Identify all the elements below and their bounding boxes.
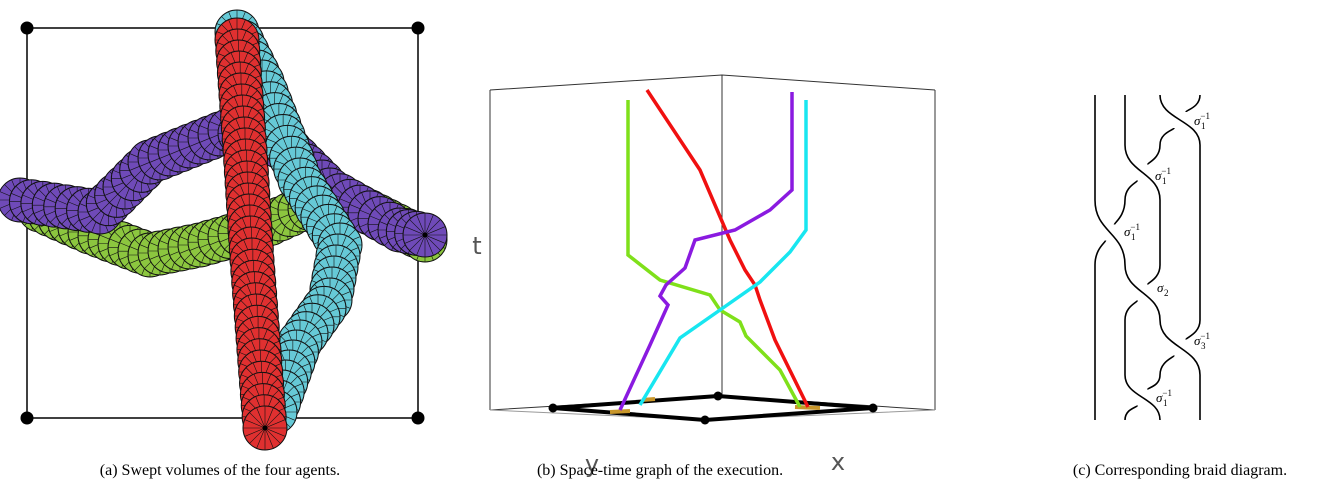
label-base: σ (1157, 280, 1164, 295)
braid-label: σ−1 1 (1156, 388, 1172, 408)
braid-label: σ−1 1 (1155, 166, 1171, 186)
label-base: σ (1155, 168, 1162, 183)
caption: (b) Space-time graph of the execution. (537, 462, 783, 479)
panel-b: t y x (472, 74, 936, 478)
label-base: σ (1156, 390, 1163, 405)
strand-over (1124, 374, 1161, 421)
vertex (868, 403, 878, 413)
strand-over (1159, 319, 1201, 376)
braid-label: σ−1 3 (1194, 331, 1210, 351)
label-base: σ (1194, 333, 1201, 348)
strand-under (1185, 319, 1201, 340)
trajectory (626, 100, 802, 408)
trajectory (645, 89, 810, 408)
vertex (548, 403, 558, 413)
strand-under (1185, 94, 1201, 113)
axis-label: y (585, 450, 599, 478)
vertex (700, 415, 710, 425)
strand-under (1146, 374, 1161, 390)
label-sup: −1 (1130, 222, 1140, 232)
corner (20, 21, 34, 35)
trajectory (618, 92, 794, 411)
disk-center (262, 425, 268, 431)
floor-square (552, 393, 874, 423)
strand-under (1159, 127, 1175, 146)
strand-under (1159, 355, 1175, 376)
label-sup: −1 (1162, 388, 1172, 398)
strand-under (1124, 180, 1139, 201)
axis-label: t (472, 232, 481, 260)
label-sup: −1 (1161, 166, 1171, 176)
swept-volumes (0, 9, 448, 451)
strand-over (1124, 264, 1161, 321)
axis-label: x (831, 448, 845, 476)
strand-under (1094, 240, 1107, 266)
strand-under (1124, 405, 1139, 421)
vertex (713, 391, 723, 401)
strand-over (1159, 94, 1201, 146)
box (489, 74, 936, 411)
label-sub: 2 (1164, 288, 1169, 298)
corner (411, 411, 425, 425)
corner (20, 411, 34, 425)
strand-over (1094, 199, 1126, 266)
caption: (c) Corresponding braid diagram. (1073, 462, 1287, 479)
label-base: σ (1124, 224, 1131, 239)
strand-over (1124, 144, 1161, 201)
label-sup: −1 (1200, 331, 1210, 341)
label-sub: 3 (1201, 341, 1206, 351)
corner (411, 21, 425, 35)
braid-label: σ2 (1157, 280, 1169, 298)
label-sub: 1 (1163, 398, 1168, 408)
label-sup: −1 (1200, 111, 1210, 121)
strand-under (1124, 300, 1139, 321)
braid-label: σ−1 1 (1124, 222, 1140, 242)
strand-under (1113, 199, 1126, 225)
label-sub: 1 (1162, 176, 1167, 186)
disk-center (422, 232, 428, 238)
label-sub: 1 (1201, 121, 1206, 131)
trajectory (638, 100, 808, 406)
label-base: σ (1194, 113, 1201, 128)
caption: (a) Swept volumes of the four agents. (100, 462, 340, 479)
braid-label: σ−1 1 (1194, 111, 1210, 131)
strand-under (1146, 264, 1161, 285)
strand-under (1146, 144, 1161, 165)
label-sub: 1 (1131, 232, 1136, 242)
